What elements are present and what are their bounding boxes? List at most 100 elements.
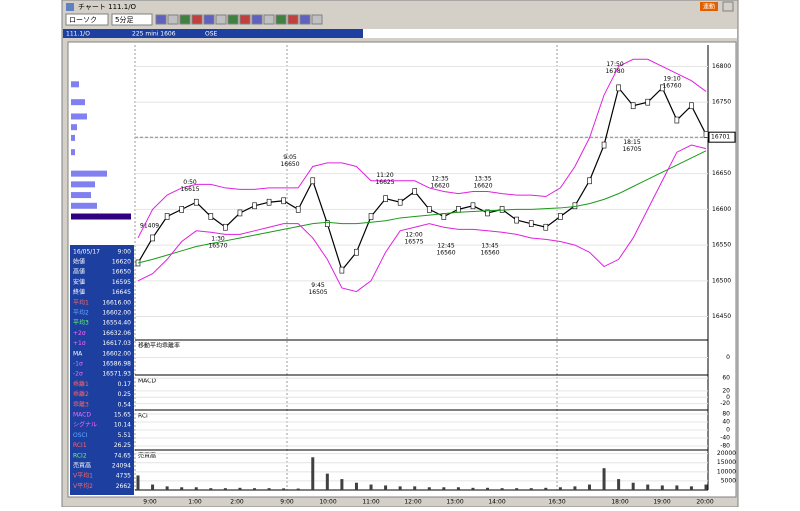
price-candle (499, 206, 505, 213)
volume-profile-bar (71, 124, 77, 131)
info-value: 16617.03 (102, 340, 131, 347)
info-panel (70, 245, 134, 495)
volume-bar (238, 487, 242, 490)
annotation-price: 16705 (622, 146, 641, 153)
tool-icon[interactable] (251, 14, 263, 25)
volume-bar (689, 486, 693, 490)
tool-icon[interactable] (179, 14, 191, 25)
price-candle (485, 209, 490, 217)
volume-bar (442, 487, 446, 490)
tool-icon[interactable] (239, 14, 251, 25)
info-key: V平均1 (73, 472, 93, 480)
volume-bar (340, 479, 344, 490)
volume-profile-bar (71, 213, 131, 220)
price-candle (674, 116, 680, 124)
volume-profile-bar (71, 170, 107, 177)
volume-profile-bar (71, 99, 85, 106)
y-tick-label: 16800 (712, 63, 731, 70)
volume-bar (180, 487, 184, 490)
info-value: 10.14 (114, 422, 131, 429)
volume-profile-bar (71, 134, 75, 141)
style-select[interactable] (65, 13, 109, 26)
tool-icon[interactable] (275, 14, 287, 25)
y-tick-label: 16650 (712, 170, 731, 177)
price-candle (587, 177, 592, 185)
y-tick-label: 16500 (712, 277, 731, 284)
link-badge[interactable] (700, 2, 718, 11)
volume-bar (602, 468, 606, 490)
tool-icon[interactable] (299, 14, 311, 25)
info-value: 16620 (112, 259, 131, 266)
price-candle (208, 213, 214, 220)
header-strip (63, 29, 737, 38)
x-tick-label: 2:00 (230, 499, 244, 506)
volume-profile-bar (71, 149, 75, 156)
x-tick-label: 9:00 (143, 499, 157, 506)
volume-bar (413, 486, 417, 490)
tool-icon[interactable] (263, 14, 275, 25)
app-icon (66, 3, 74, 11)
volume-profile-bar (71, 113, 87, 120)
volume-bar (471, 487, 475, 490)
panel-tick-label: -20 (720, 400, 730, 407)
tool-icon[interactable] (311, 14, 323, 25)
price-candle (164, 213, 170, 220)
info-key: MACD (73, 412, 91, 419)
close-button[interactable] (722, 1, 734, 12)
info-value: 16554.40 (102, 320, 131, 327)
price-candle (325, 220, 330, 227)
price-candle (703, 131, 709, 138)
x-tick-label: 10:00 (319, 499, 336, 506)
info-value: 16595 (112, 279, 131, 286)
price-candle (645, 98, 651, 106)
info-value: 16571.93 (102, 371, 131, 378)
info-key: 終値 (73, 288, 85, 296)
price-candle (630, 102, 636, 110)
info-key: RCI2 (73, 452, 87, 459)
annotation-time: 12:45 (437, 242, 454, 249)
volume-bar (398, 486, 402, 490)
tool-icon[interactable] (191, 14, 203, 25)
info-key: 安値 (73, 278, 85, 286)
volume-bar (529, 488, 533, 490)
volume-bar (311, 457, 315, 490)
tool-icon[interactable] (203, 14, 215, 25)
window-title: チャート 111.1/O (78, 3, 137, 11)
price-candle (281, 197, 286, 205)
price-candle (339, 266, 345, 274)
annotation-price: 16650 (280, 161, 299, 168)
volume-profile-bar (71, 192, 91, 199)
info-key: 始値 (73, 258, 85, 266)
annotation-time: 0:50 (183, 179, 197, 186)
annotation-price: 16760 (662, 83, 681, 90)
tool-icon[interactable] (287, 14, 299, 25)
price-candle (660, 84, 665, 92)
info-value: 26.25 (114, 442, 131, 449)
contract-name: 225 mini 1606 (132, 31, 176, 38)
annotation-price: 16615 (180, 186, 199, 193)
x-tick-label: 20:00 (696, 499, 713, 506)
annotation-time: 9:45 (311, 282, 325, 289)
volume-bar (296, 488, 300, 490)
volume-bar (209, 488, 213, 490)
tool-icon[interactable] (167, 14, 179, 25)
tool-icon[interactable] (227, 14, 239, 25)
link-badge-label: 連動 (703, 3, 715, 11)
panel-title: 売買高 (138, 452, 156, 460)
price-candle (689, 102, 694, 110)
series-line (137, 144, 707, 293)
tool-icon[interactable] (155, 14, 167, 25)
panel-title: MACD (138, 378, 156, 385)
interval-select[interactable] (111, 13, 153, 26)
info-key: MA (73, 350, 83, 357)
info-key: 平均2 (73, 309, 89, 317)
volume-tick-label: 5000 (721, 477, 736, 484)
info-value: 5.51 (118, 432, 132, 439)
price-candle (441, 213, 447, 220)
volume-bar (544, 487, 548, 490)
volume-tick-label: 20000 (717, 450, 736, 457)
volume-profile-bar (71, 202, 97, 209)
tool-icon[interactable] (215, 14, 227, 25)
